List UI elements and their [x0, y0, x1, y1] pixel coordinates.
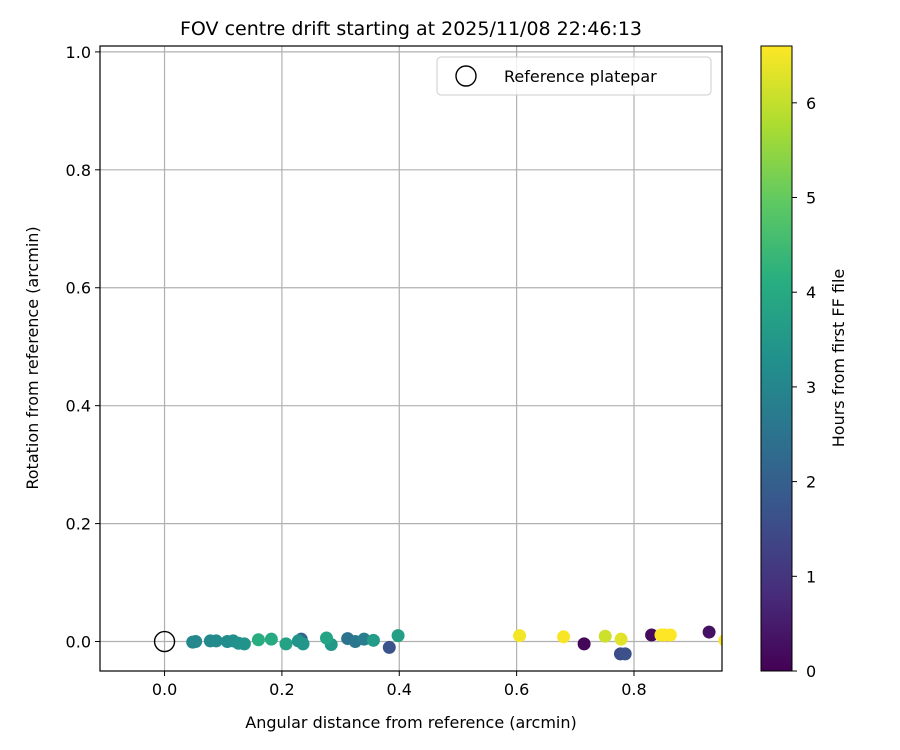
- data-point: [513, 629, 527, 643]
- colorbar-ticks: 0 1 2 3 4 5 6: [792, 94, 816, 681]
- y-axis-ticks: 0.0 0.2 0.4 0.6 0.8 1.0: [66, 43, 100, 652]
- data-point: [264, 632, 278, 646]
- y-tick-label: 0.2: [66, 515, 91, 534]
- data-point: [718, 634, 722, 647]
- data-point: [296, 637, 310, 651]
- legend-marker-reference: [455, 65, 477, 87]
- data-point: [663, 628, 677, 642]
- grid-lines: [100, 46, 722, 671]
- plot-frame: [99, 45, 723, 672]
- y-tick-label: 0.0: [66, 633, 91, 652]
- data-point: [702, 625, 716, 639]
- y-tick-label: 1.0: [66, 43, 91, 62]
- colorbar-tick-label: 3: [806, 378, 816, 397]
- data-point: [382, 640, 396, 654]
- x-tick-label: 0.4: [387, 680, 412, 699]
- colorbar: 0 1 2 3 4 5 6 Hours from first FF file: [760, 45, 848, 681]
- data-point: [618, 647, 632, 661]
- y-axis-label: Rotation from reference (arcmin): [23, 226, 42, 489]
- x-axis-label: Angular distance from reference (arcmin): [245, 713, 576, 732]
- chart-title: FOV centre drift starting at 2025/11/08 …: [180, 18, 642, 40]
- x-tick-label: 0.8: [621, 680, 646, 699]
- data-point: [557, 630, 571, 644]
- data-points: [186, 625, 722, 661]
- x-tick-label: 0.0: [152, 680, 177, 699]
- data-point: [366, 633, 380, 647]
- data-point: [577, 637, 591, 651]
- legend-box: [436, 56, 712, 96]
- legend-label-reference: Reference platepar: [504, 67, 657, 86]
- colorbar-tick-label: 5: [806, 189, 816, 208]
- colorbar-label: Hours from first FF file: [829, 269, 848, 448]
- x-axis-ticks: 0.0 0.2 0.4 0.6 0.8: [152, 671, 647, 699]
- y-tick-label: 0.8: [66, 161, 91, 180]
- data-point: [251, 633, 265, 647]
- reference-point: [153, 630, 176, 653]
- data-point: [237, 637, 251, 651]
- colorbar-gradient: [760, 45, 793, 672]
- reference-marker: [153, 630, 176, 653]
- data-point: [209, 634, 223, 648]
- y-tick-label: 0.4: [66, 397, 91, 416]
- colorbar-tick-label: 6: [806, 94, 816, 113]
- y-tick-label: 0.6: [66, 279, 91, 298]
- data-point: [320, 631, 334, 645]
- data-point: [189, 635, 203, 649]
- x-tick-label: 0.6: [504, 680, 529, 699]
- data-point: [645, 628, 659, 642]
- x-tick-label: 0.2: [269, 680, 294, 699]
- data-point: [614, 632, 628, 646]
- data-point: [279, 637, 293, 651]
- colorbar-tick-label: 2: [806, 473, 816, 492]
- legend: Reference platepar: [436, 56, 712, 96]
- colorbar-tick-label: 0: [806, 662, 816, 681]
- data-point: [598, 629, 612, 643]
- data-point: [391, 629, 405, 643]
- colorbar-tick-label: 4: [806, 283, 816, 302]
- colorbar-tick-label: 1: [806, 567, 816, 586]
